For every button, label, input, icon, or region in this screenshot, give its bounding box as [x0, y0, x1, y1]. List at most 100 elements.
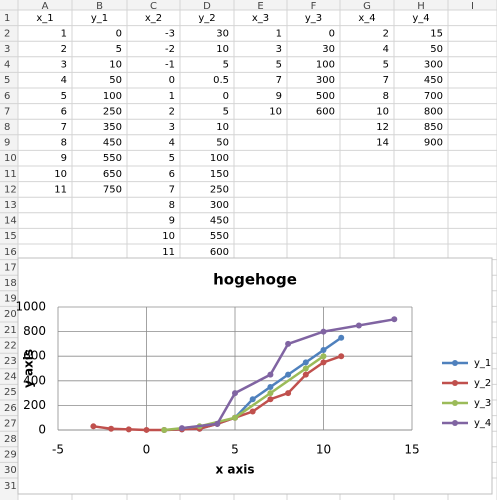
legend-label: y_3 — [474, 398, 491, 409]
number-cell: 10 — [109, 60, 122, 71]
number-cell: 7 — [276, 75, 282, 86]
column-header: H — [417, 1, 425, 12]
row-header: 31 — [4, 481, 17, 492]
chart-area — [17, 257, 493, 495]
row-header: 13 — [4, 200, 17, 211]
row-header: 17 — [4, 262, 17, 273]
data-point — [267, 390, 274, 397]
number-cell: 8 — [61, 138, 67, 149]
number-cell: 50 — [430, 44, 443, 55]
y-tick-label: 1000 — [15, 300, 46, 314]
column-title-cell: y_3 — [305, 13, 322, 24]
number-cell: 2 — [383, 28, 389, 39]
row-header: 8 — [4, 122, 10, 133]
number-cell: 30 — [322, 44, 335, 55]
data-point — [285, 340, 292, 347]
column-header: D — [203, 1, 211, 12]
number-cell: 450 — [424, 75, 443, 86]
row-header: 16 — [4, 247, 17, 258]
legend-marker — [452, 380, 458, 386]
y-tick-label: 200 — [23, 398, 46, 412]
number-cell: 50 — [109, 75, 122, 86]
number-cell: 4 — [61, 75, 67, 86]
number-cell: 4 — [169, 138, 175, 149]
number-cell: 0 — [169, 75, 175, 86]
number-cell: 450 — [103, 138, 122, 149]
data-point — [320, 328, 327, 335]
row-header: 1 — [4, 13, 10, 24]
row-header: 23 — [4, 356, 17, 367]
data-point — [320, 353, 327, 360]
x-tick-label: 5 — [231, 443, 239, 457]
chart: hogehoge 0 200 400 600 800 1000 -5 0 5 10 15 x axis y… — [15, 257, 493, 495]
legend-marker — [452, 400, 458, 406]
row-header: 20 — [4, 309, 17, 320]
column-title-cell: y_1 — [91, 13, 108, 24]
row-header: 3 — [4, 44, 10, 55]
x-tick-label: -5 — [52, 443, 64, 457]
number-cell: 5 — [223, 60, 229, 71]
row-header: 30 — [4, 465, 17, 476]
number-cell: 9 — [61, 153, 67, 164]
chart-title: hogehoge — [213, 271, 297, 289]
x-axis-title: x axis — [215, 463, 254, 477]
row-header: 28 — [4, 434, 17, 445]
row-header-bar — [0, 0, 18, 500]
number-cell: 0 — [223, 91, 229, 102]
number-cell: 9 — [169, 216, 175, 227]
number-cell: 11 — [162, 247, 175, 258]
row-header: 9 — [4, 138, 10, 149]
number-cell: 6 — [169, 169, 175, 180]
data-point — [125, 426, 132, 433]
legend-label: y_1 — [474, 358, 491, 369]
number-cell: 550 — [210, 231, 229, 242]
number-cell: 750 — [103, 184, 122, 195]
number-cell: 350 — [103, 122, 122, 133]
number-cell: 600 — [210, 247, 229, 258]
number-cell: 5 — [169, 153, 175, 164]
number-cell: 7 — [61, 122, 67, 133]
column-title-cell: x_1 — [36, 13, 53, 24]
number-cell: 800 — [424, 106, 443, 117]
number-cell: 0 — [116, 28, 122, 39]
legend-marker — [452, 360, 458, 366]
row-header: 10 — [4, 153, 17, 164]
data-point — [302, 359, 309, 366]
column-header: A — [42, 1, 49, 12]
number-cell: 5 — [61, 91, 67, 102]
data-point — [267, 383, 274, 390]
number-cell: 0.5 — [213, 75, 229, 86]
data-point — [143, 426, 150, 433]
column-title-cell: y_2 — [198, 13, 215, 24]
number-cell: 300 — [424, 60, 443, 71]
number-cell: 30 — [216, 28, 229, 39]
column-header: G — [363, 1, 371, 12]
row-header: 19 — [4, 294, 17, 305]
series-line — [181, 318, 395, 430]
column-title-cell: x_3 — [252, 13, 269, 24]
row-header: 18 — [4, 278, 17, 289]
data-point — [249, 408, 256, 415]
data-point — [285, 390, 292, 397]
number-cell: 1 — [61, 28, 67, 39]
row-header: 25 — [4, 387, 17, 398]
y-tick-label: 800 — [23, 324, 46, 338]
number-cell: 650 — [103, 169, 122, 180]
number-cell: 450 — [210, 216, 229, 227]
row-header: 22 — [4, 340, 17, 351]
number-cell: -2 — [165, 44, 175, 55]
number-cell: 10 — [54, 169, 67, 180]
row-header: 14 — [4, 216, 17, 227]
row-header: 24 — [4, 372, 17, 383]
legend-marker — [452, 420, 458, 426]
number-cell: 10 — [376, 106, 389, 117]
number-cell: 8 — [383, 91, 389, 102]
number-cell: 300 — [210, 200, 229, 211]
row-header: 7 — [4, 106, 10, 117]
number-cell: 10 — [269, 106, 282, 117]
number-cell: 0 — [329, 28, 335, 39]
row-header: 29 — [4, 450, 17, 461]
number-cell: 5 — [223, 106, 229, 117]
number-cell: 250 — [210, 184, 229, 195]
